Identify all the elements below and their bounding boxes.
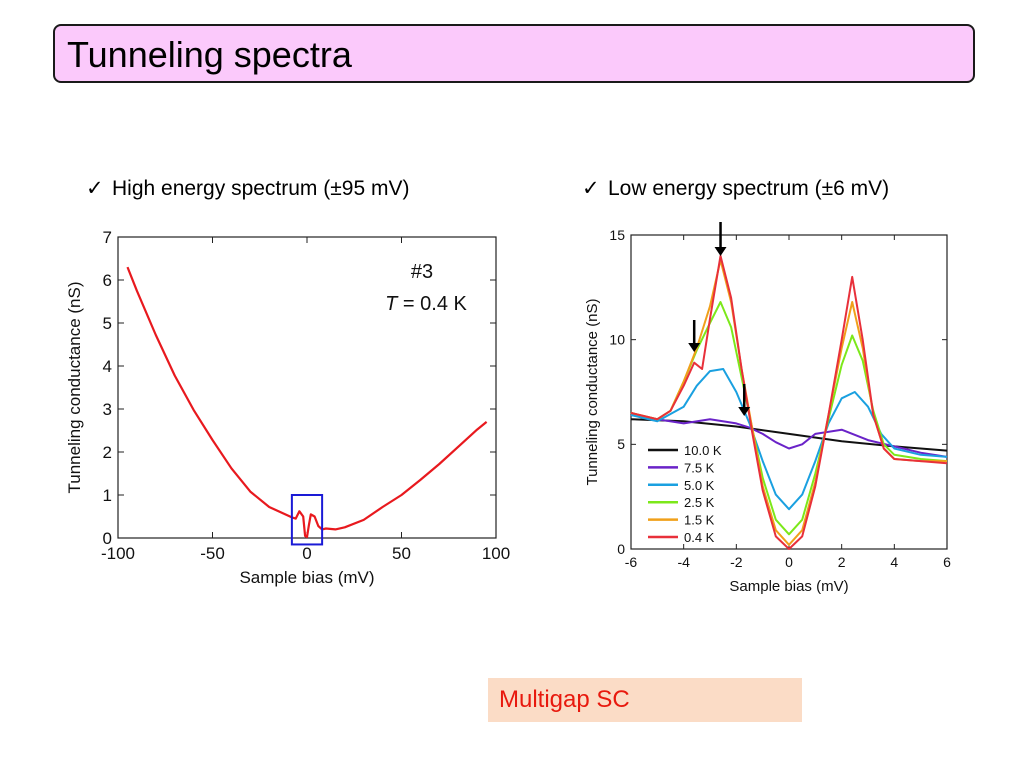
peak-arrow-head <box>688 343 701 352</box>
y-tick-label: 6 <box>103 271 112 290</box>
x-tick-label: -2 <box>730 554 743 570</box>
y-tick-label: 5 <box>103 314 112 333</box>
bullet-low-energy: ✓ Low energy spectrum (±6 mV) <box>582 176 889 201</box>
y-axis-label: Tunneling conductance (nS) <box>65 281 84 493</box>
x-axis-label: Sample bias (mV) <box>239 568 374 587</box>
title-banner: Tunneling spectra <box>53 24 975 83</box>
x-tick-label: 4 <box>890 554 898 570</box>
bullet-low-energy-label: Low energy spectrum (±6 mV) <box>608 177 890 200</box>
y-tick-label: 7 <box>103 228 112 247</box>
peak-arrow-head <box>738 407 751 416</box>
x-tick-label: 0 <box>302 544 311 563</box>
series-line <box>630 368 948 511</box>
series-line <box>630 254 948 550</box>
x-tick-label: -100 <box>101 544 135 563</box>
y-tick-label: 0 <box>617 541 625 557</box>
series-line <box>630 418 948 452</box>
bullet-high-energy: ✓ High energy spectrum (±95 mV) <box>86 176 409 201</box>
legend-label: 1.5 K <box>684 513 715 528</box>
x-tick-label: 6 <box>943 554 951 570</box>
y-axis-label: Tunneling conductance (nS) <box>584 298 601 485</box>
legend-label: 0.4 K <box>684 530 715 545</box>
zoom-highlight-box <box>290 494 324 546</box>
x-tick-label: -6 <box>625 554 638 570</box>
footer-note: Multigap SC <box>499 686 630 713</box>
footer-note-box: Multigap SC <box>488 678 802 722</box>
sample-number-label: #3 <box>411 261 433 283</box>
y-tick-label: 0 <box>103 529 112 548</box>
series-line <box>630 301 948 536</box>
x-tick-label: 100 <box>482 544 510 563</box>
slide-title: Tunneling spectra <box>67 34 352 75</box>
y-tick-label: 2 <box>103 443 112 462</box>
y-tick-label: 1 <box>103 486 112 505</box>
y-tick-label: 15 <box>609 227 625 243</box>
series-line <box>126 266 488 539</box>
legend-label: 2.5 K <box>684 495 715 510</box>
x-tick-label: 50 <box>392 544 411 563</box>
y-tick-label: 10 <box>609 332 625 348</box>
check-icon: ✓ <box>582 177 600 200</box>
x-axis-label: Sample bias (mV) <box>729 578 848 595</box>
check-icon: ✓ <box>86 177 104 200</box>
x-tick-label: -4 <box>677 554 690 570</box>
legend-label: 5.0 K <box>684 478 715 493</box>
x-tick-label: -50 <box>200 544 225 563</box>
bullet-high-energy-label: High energy spectrum (±95 mV) <box>112 177 410 200</box>
y-tick-label: 4 <box>103 357 112 376</box>
x-tick-label: 2 <box>838 554 846 570</box>
legend-label: 10.0 K <box>684 443 722 458</box>
temperature-label: T = 0.4 K <box>385 293 467 315</box>
y-tick-label: 3 <box>103 400 112 419</box>
peak-arrow-head <box>714 247 727 256</box>
series-line <box>630 259 947 546</box>
y-tick-label: 5 <box>617 436 625 452</box>
x-tick-label: 0 <box>785 554 793 570</box>
legend-label: 7.5 K <box>684 460 715 475</box>
